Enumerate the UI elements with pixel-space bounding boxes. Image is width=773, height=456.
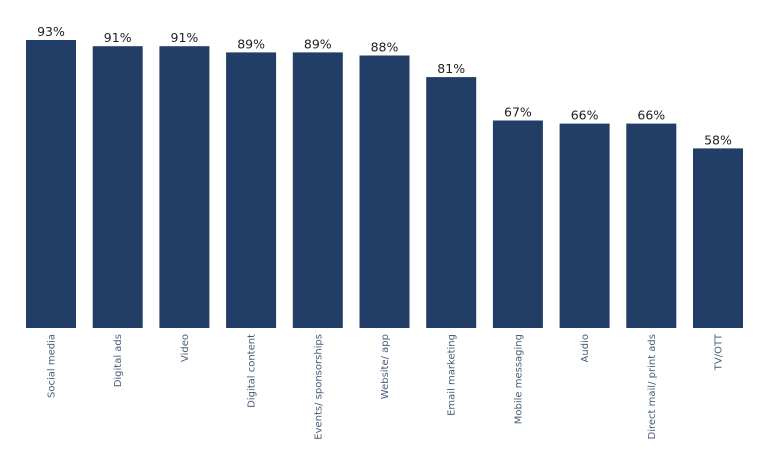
category-label-9: Audio: [580, 334, 591, 362]
bars-layer: [26, 40, 743, 329]
value-label-9: 66%: [571, 108, 599, 123]
category-labels-layer: Social media Digital ads Video Digital cont…: [47, 333, 725, 440]
category-label-6: Website/ app: [380, 334, 391, 399]
category-label-8: Mobile messaging: [513, 334, 524, 424]
category-label-2: Digital ads: [113, 334, 124, 387]
bar-2: [92, 46, 143, 328]
bar-6: [359, 55, 410, 328]
value-label-6: 88%: [371, 40, 399, 55]
category-label-11: TV/OTT: [714, 333, 725, 371]
category-label-10: Direct mail/ print ads: [647, 334, 658, 439]
value-label-5: 89%: [304, 36, 332, 51]
bar-7: [426, 77, 477, 328]
category-label-3: Video: [180, 334, 191, 362]
bar-8: [492, 120, 543, 328]
bar-4: [226, 52, 277, 329]
bar-3: [159, 46, 210, 328]
category-label-4: Digital content: [247, 334, 258, 408]
value-label-11: 58%: [704, 132, 732, 147]
bar-11: [693, 148, 743, 328]
bar-1: [26, 40, 76, 328]
bar-9: [559, 123, 610, 328]
bar-10: [626, 123, 677, 328]
category-label-1: Social media: [47, 334, 58, 398]
category-label-7: Email marketing: [447, 334, 458, 416]
value-labels-layer: 93% 91% 91% 89% 89% 88% 81% 67% 66% 66% 58%: [37, 24, 732, 147]
value-label-2: 91%: [104, 30, 132, 45]
bar-5: [292, 52, 343, 329]
category-label-5: Events/ sponsorships: [313, 334, 324, 440]
value-label-1: 93%: [37, 24, 65, 39]
value-label-10: 66%: [637, 108, 665, 123]
value-label-8: 67%: [504, 105, 532, 120]
value-label-7: 81%: [437, 61, 465, 76]
value-label-4: 89%: [237, 36, 265, 51]
value-label-3: 91%: [171, 30, 199, 45]
